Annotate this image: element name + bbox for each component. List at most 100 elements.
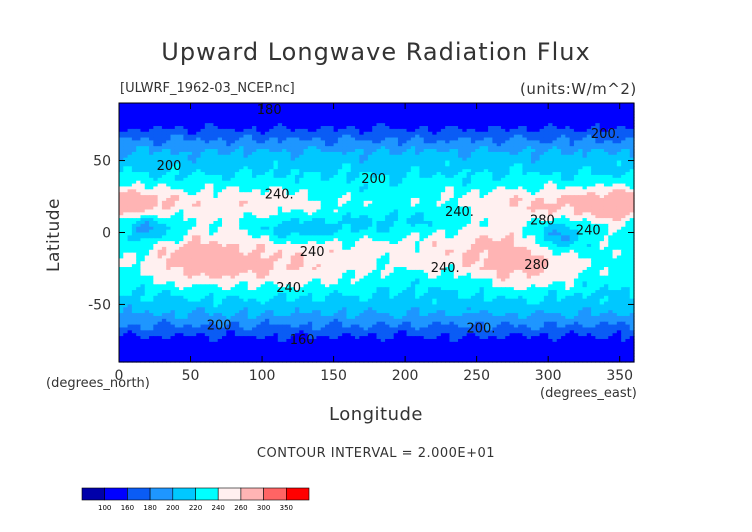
heatmap-cell xyxy=(136,195,142,199)
heatmap-cell xyxy=(578,134,584,139)
heatmap-cell xyxy=(492,103,498,107)
heatmap-cell xyxy=(410,209,416,213)
heatmap-cell xyxy=(213,131,219,136)
heatmap-cell xyxy=(376,166,382,170)
heatmap-cell xyxy=(230,105,236,110)
heatmap-cell xyxy=(286,143,292,147)
heatmap-cell xyxy=(230,149,236,153)
heatmap-cell xyxy=(136,151,142,156)
heatmap-cell xyxy=(239,120,245,124)
heatmap-cell xyxy=(144,103,150,107)
heatmap-cell xyxy=(479,134,485,139)
heatmap-cell xyxy=(621,140,627,144)
heatmap-cell xyxy=(569,177,575,182)
heatmap-cell xyxy=(329,143,335,147)
heatmap-cell xyxy=(179,137,184,142)
heatmap-cell xyxy=(595,169,601,173)
heatmap-cell xyxy=(535,200,541,205)
heatmap-cell xyxy=(282,206,287,211)
heatmap-cell xyxy=(445,169,451,173)
heatmap-cell xyxy=(359,166,365,170)
heatmap-cell xyxy=(213,111,219,116)
heatmap-cell xyxy=(222,180,227,185)
heatmap-cell xyxy=(449,195,455,199)
heatmap-cell xyxy=(359,174,365,179)
heatmap-cell xyxy=(406,160,412,165)
heatmap-cell xyxy=(513,108,519,113)
heatmap-cell xyxy=(303,215,309,219)
heatmap-cell xyxy=(200,203,206,208)
heatmap-cell xyxy=(535,103,541,107)
heatmap-cell xyxy=(556,215,562,219)
heatmap-cell xyxy=(131,154,137,159)
heatmap-cell xyxy=(595,200,601,205)
heatmap-cell xyxy=(603,123,609,127)
heatmap-cell xyxy=(449,108,455,113)
heatmap-cell xyxy=(342,166,348,170)
heatmap-cell xyxy=(187,192,193,196)
heatmap-cell xyxy=(453,172,459,176)
heatmap-cell xyxy=(191,174,197,179)
heatmap-cell xyxy=(127,172,133,176)
heatmap-cell xyxy=(436,163,442,167)
heatmap-cell xyxy=(196,215,202,219)
heatmap-cell xyxy=(286,114,292,118)
heatmap-cell xyxy=(531,166,536,170)
heatmap-cell xyxy=(234,157,240,162)
heatmap-cell xyxy=(513,209,519,213)
heatmap-cell xyxy=(299,209,305,213)
heatmap-cell xyxy=(174,163,180,167)
heatmap-cell xyxy=(350,126,356,130)
heatmap-cell xyxy=(582,186,588,190)
heatmap-cell xyxy=(513,206,519,211)
heatmap-cell xyxy=(616,146,622,150)
heatmap-cell xyxy=(131,212,137,216)
heatmap-cell xyxy=(277,209,283,213)
heatmap-cell xyxy=(196,103,202,107)
heatmap-cell xyxy=(187,126,193,130)
heatmap-cell xyxy=(492,123,498,127)
heatmap-cell xyxy=(380,154,386,159)
heatmap-cell xyxy=(174,189,180,193)
heatmap-cell xyxy=(243,172,249,176)
heatmap-cell xyxy=(496,134,502,139)
heatmap-cell xyxy=(243,149,249,153)
heatmap-cell xyxy=(269,220,275,225)
heatmap-cell xyxy=(239,180,245,185)
heatmap-cell xyxy=(458,103,463,107)
heatmap-cell xyxy=(191,180,197,185)
heatmap-cell xyxy=(445,108,451,113)
heatmap-cell xyxy=(174,166,180,170)
heatmap-cell xyxy=(277,200,283,205)
heatmap-cell xyxy=(488,143,493,147)
heatmap-cell xyxy=(573,203,579,208)
heatmap-cell xyxy=(475,157,481,162)
heatmap-cell xyxy=(595,206,601,211)
heatmap-cell xyxy=(247,169,253,173)
heatmap-cell xyxy=(273,146,279,150)
heatmap-cell xyxy=(170,146,176,150)
heatmap-cell xyxy=(149,186,154,190)
heatmap-cell xyxy=(316,177,322,182)
heatmap-cell xyxy=(153,183,159,188)
heatmap-cell xyxy=(458,177,463,182)
heatmap-cell xyxy=(260,126,266,130)
heatmap-cell xyxy=(264,117,270,121)
heatmap-cell xyxy=(415,177,421,182)
heatmap-cell xyxy=(149,143,154,147)
heatmap-cell xyxy=(166,212,172,216)
heatmap-cell xyxy=(402,206,408,211)
heatmap-cell xyxy=(445,137,451,142)
heatmap-cell xyxy=(213,183,219,188)
heatmap-cell xyxy=(428,149,433,153)
heatmap-cell xyxy=(586,114,592,118)
heatmap-cell xyxy=(299,215,305,219)
heatmap-cell xyxy=(543,120,549,124)
heatmap-cell xyxy=(123,151,129,156)
heatmap-cell xyxy=(166,108,172,113)
heatmap-cell xyxy=(346,195,352,199)
heatmap-cell xyxy=(625,200,631,205)
heatmap-cell xyxy=(488,140,493,144)
heatmap-cell xyxy=(299,117,305,121)
heatmap-cell xyxy=(209,151,215,156)
